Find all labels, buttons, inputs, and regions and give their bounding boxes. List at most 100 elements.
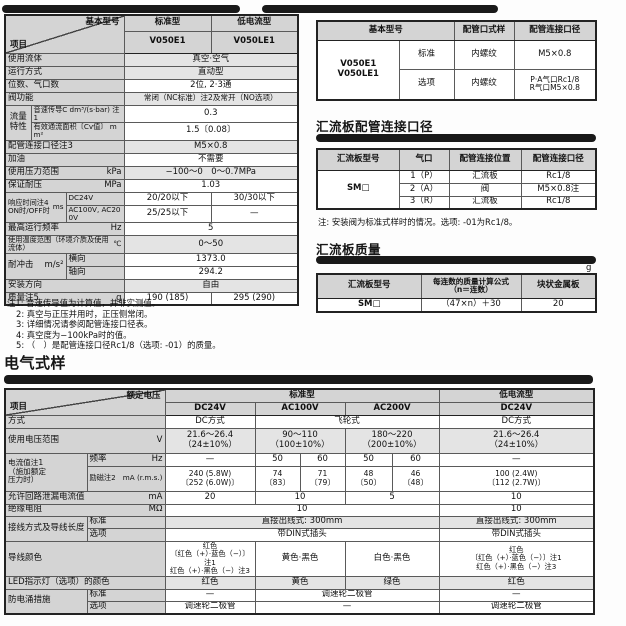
cell-value: 90～110 （100±10%）: [254, 427, 346, 454]
cell-value: 带DIN式插头: [438, 527, 595, 542]
spec-corner-cell: 基本型号 项目: [4, 14, 125, 54]
cell-value: 295 (290): [210, 291, 299, 306]
cell-value: 100 (2.4W) 〔112 (2.7W)〕: [438, 465, 595, 492]
value-line: 21.6～26.4: [493, 429, 540, 440]
row-label: LED指示灯（选项）的颜色: [4, 575, 166, 590]
manifold-port-note: 注: 安装阀为标准式样时的情况。选项: -01为Rc1/8。: [318, 217, 518, 227]
unit-text: MΩ: [148, 504, 163, 515]
cell-value: DC方式: [438, 414, 595, 429]
value-line: 〔50〕: [356, 477, 381, 487]
section-bar-top-right: [262, 5, 498, 13]
port-header-style: 配管口式样: [453, 20, 515, 41]
group-label-surge: 防电涌措施: [4, 588, 88, 615]
col-header-lowcurrent: 低电流型: [210, 14, 299, 32]
row-label: 选项: [86, 527, 166, 542]
cell-value: −100～0 0～0.7MPa: [123, 165, 299, 180]
label-line: （施加额定: [8, 466, 46, 476]
group-label-shock: 耐冲击 m/s²: [4, 252, 67, 280]
mp-cell: 1（P）: [398, 169, 450, 184]
port-row-style: 内螺纹: [453, 68, 515, 101]
mp-cell: 阀: [448, 182, 522, 197]
section-heading-electrical: 电气式样: [4, 354, 67, 372]
cell-value: 不需要: [123, 152, 299, 167]
row-label: 使用温度范围（环境介质及使用流体） ℃: [4, 235, 125, 254]
mp-model: SM□: [316, 169, 400, 210]
row-label: 轴向: [65, 265, 125, 280]
cell-value: —: [254, 600, 440, 615]
row-label: 最高运行频率 Hz: [4, 222, 125, 237]
note-line: 5: （ ）是配管连接口径Rc1/8（选项: -01）的质量。: [16, 340, 221, 351]
row-label: 励磁注2 mA (r.m.s.): [86, 465, 166, 492]
row-label: 保证耐压 MPa: [4, 178, 125, 193]
model-line: V050E1: [340, 58, 377, 69]
cell-value: M5×0.8: [123, 139, 299, 154]
cell-value: 25/25以下: [123, 204, 212, 224]
cell-value: 自由: [123, 278, 299, 293]
cell-value: 1.03: [123, 178, 299, 193]
cell-value: 红色 〔红色（+）·蓝色（−）〕注1 红色（+）·黑色（−）注3: [438, 540, 595, 577]
cell-value: 190 (185): [123, 291, 212, 306]
mp-header: 气口: [398, 148, 450, 171]
value-line: 100 (2.4W): [495, 468, 538, 478]
value-line: 红色: [202, 541, 218, 550]
port-header-size: 配管连接口径: [513, 20, 597, 41]
model-v050le1: V050LE1: [210, 30, 299, 54]
label-text: 使用电压范围: [8, 434, 60, 445]
unit-text: ℃: [113, 239, 122, 249]
manifold-port-table: 汇流板型号 气口 配管连接位置 配管连接口径 SM□ 1（P） 汇流板 Rc1/…: [316, 148, 597, 210]
diagonal-line: [6, 16, 123, 52]
cell-value: 10: [254, 490, 346, 505]
label-text: 励磁注2: [89, 473, 116, 483]
label-text: 允许回路泄漏电流值: [8, 491, 85, 502]
cell-value: 调速轮二极管: [164, 600, 256, 615]
cell-value: 48 〔50〕: [344, 465, 393, 492]
value-line: 71: [317, 468, 328, 478]
section-bar-manifold-weight: [316, 256, 596, 264]
value-line: （100±10%）: [270, 439, 330, 450]
row-label: 使用流体: [4, 52, 125, 67]
label-line: 电流值注1: [8, 457, 44, 467]
label-text: 绝缘电阻: [8, 504, 43, 515]
row-label: 方式: [4, 414, 166, 429]
cell-value: 白色·黑色: [344, 540, 440, 577]
value-line: 〔红色（+）·蓝色（−）〕注1: [170, 549, 250, 567]
port-row-size: P·A气口Rc1/8 R气口M5×0.8: [513, 68, 597, 101]
row-label: 绝缘电阻 MΩ: [4, 503, 166, 517]
header-line: （n＝连数）: [449, 285, 493, 295]
electrical-table: 额定电压 项目 标准型 低电流型 DC24V AC100V AC200V DC2…: [4, 388, 596, 615]
port-table: 基本型号 配管口式样 配管连接口径 V050E1 V050LE1 标准 内螺纹 …: [316, 20, 598, 101]
cell-value: 2位, 2·3通: [123, 78, 299, 93]
row-label: 音速传导C dm³/(s·bar) 注1: [30, 104, 125, 124]
cell-value: —: [210, 204, 299, 224]
section-bar-electrical: [4, 375, 593, 384]
label-text: 响应时间注4 ON时/OFF时: [8, 198, 50, 216]
cell-value: 20: [164, 490, 256, 505]
cell-value: 10: [438, 490, 595, 505]
cell-value: 红色 〔红色（+）·蓝色（−）〕注1 红色（+）·黑色（−）注3: [164, 540, 256, 577]
row-label: 允许回路泄漏电流值 mA: [4, 490, 166, 505]
mp-cell: 汇流板: [448, 195, 522, 210]
size-line: R气口M5×0.8: [529, 83, 580, 93]
port-model-cell: V050E1 V050LE1: [316, 39, 400, 101]
cell-value: 50: [254, 452, 301, 467]
cell-value: 60: [299, 452, 346, 467]
mw-header-model: 汇流板型号: [316, 273, 422, 299]
col-header-standard: 标准型: [123, 14, 212, 32]
value-line: 〔79〕: [310, 477, 335, 487]
value-line: 90～110: [282, 429, 318, 440]
label-text: 耐冲击: [8, 260, 34, 271]
row-label: 导线颜色: [4, 540, 166, 577]
value-line: 180～220: [371, 429, 413, 440]
unit-text: m/s²: [44, 260, 64, 271]
model-line: V050LE1: [337, 68, 379, 79]
section-heading-manifold-weight: 汇流板质量: [316, 242, 382, 257]
mp-header: 配管连接位置: [448, 148, 522, 171]
unit-text: Hz: [151, 453, 163, 464]
value-line: 〔48〕: [403, 477, 428, 487]
row-label: 频率 Hz: [86, 452, 166, 467]
value-line: 74: [272, 468, 283, 478]
mp-header: 汇流板型号: [316, 148, 400, 171]
cell-value: 5: [344, 490, 440, 505]
row-label: 质量注5 g: [4, 291, 125, 306]
cell-value: 5: [123, 222, 299, 237]
